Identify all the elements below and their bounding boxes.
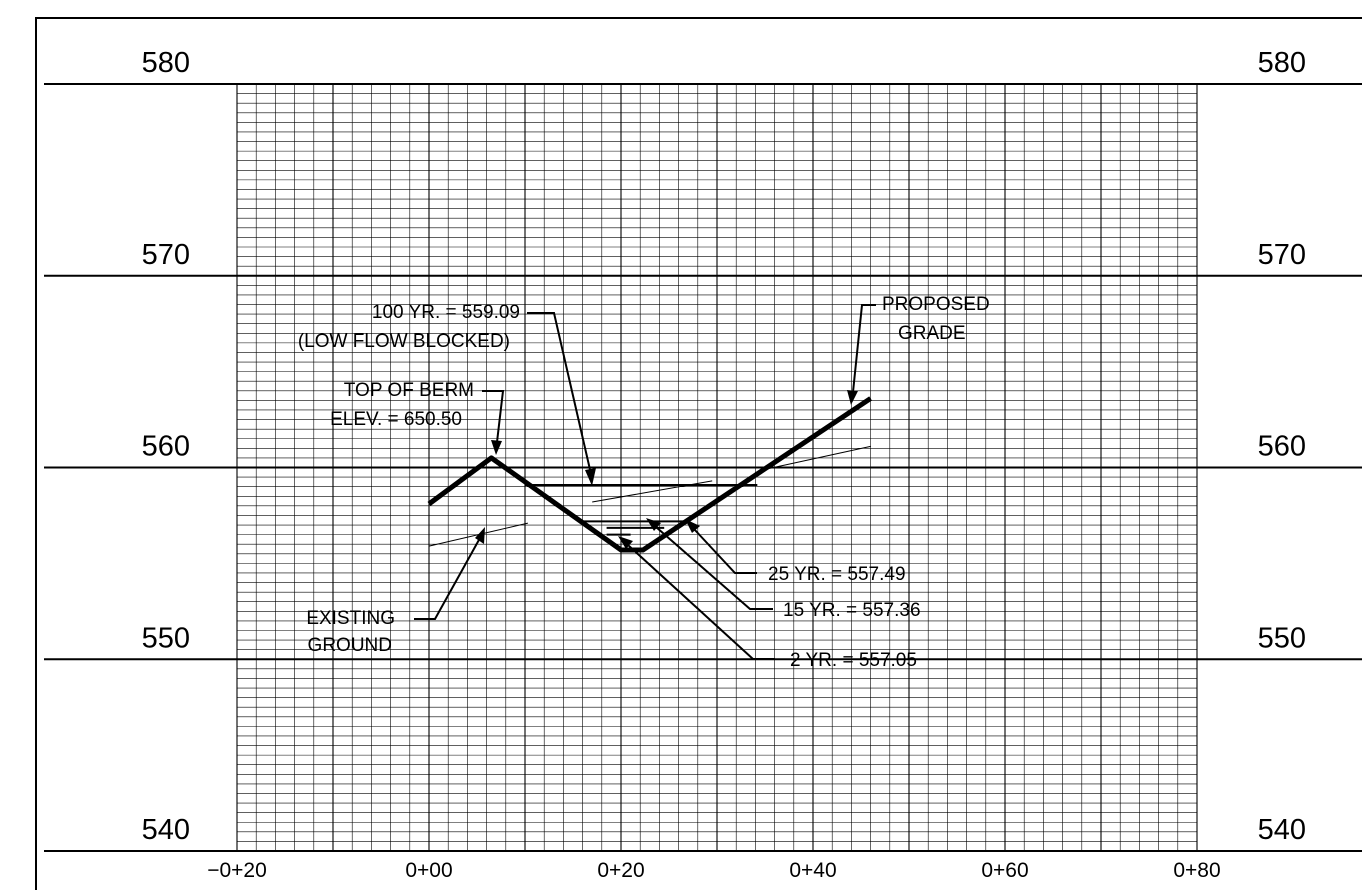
profile-lines bbox=[427, 396, 872, 553]
note-existing-ground-line1: EXISTING bbox=[306, 608, 395, 629]
arrow-existing-ground bbox=[475, 527, 485, 544]
elevation-label-left: 570 bbox=[142, 239, 190, 271]
station-label: 0+40 bbox=[789, 859, 836, 882]
elevation-label-right: 550 bbox=[1258, 622, 1306, 654]
arrow-100yr bbox=[585, 468, 596, 486]
leader-25yr bbox=[693, 528, 757, 574]
station-label: 0+20 bbox=[597, 859, 644, 882]
elevation-label-right: 540 bbox=[1258, 814, 1306, 846]
note-existing-ground-line2: GROUND bbox=[308, 635, 392, 656]
note-proposed-grade-line2: GRADE bbox=[898, 323, 966, 344]
note-100yr-line2: (LOW FLOW BLOCKED) bbox=[298, 331, 510, 352]
elevation-label-left: 580 bbox=[142, 47, 190, 79]
leader-top-of-berm bbox=[482, 390, 505, 443]
note-2yr: 2 YR. = 557.05 bbox=[790, 650, 917, 671]
arrow-top-of-berm bbox=[491, 440, 502, 455]
note-100yr-line1: 100 YR. = 559.09 bbox=[372, 302, 520, 323]
elevation-label-right: 560 bbox=[1258, 431, 1306, 463]
elevation-label-left: 550 bbox=[142, 622, 190, 654]
arrow-2yr bbox=[618, 536, 633, 549]
station-label: 0+60 bbox=[981, 859, 1028, 882]
sheet-border bbox=[35, 17, 1362, 890]
leader-2yr bbox=[627, 544, 775, 660]
leader-100yr bbox=[527, 312, 592, 475]
elevation-labels: 540 540 550 550 560 560 570 570 580 580 bbox=[142, 47, 1306, 846]
note-proposed-grade-line1: PROPOSED bbox=[882, 294, 990, 315]
elevation-label-left: 540 bbox=[142, 814, 190, 846]
note-25yr: 25 YR. = 557.49 bbox=[768, 564, 906, 585]
elevation-label-right: 570 bbox=[1258, 239, 1306, 271]
station-labels: −0+20 0+00 0+20 0+40 0+60 0+80 bbox=[207, 859, 1220, 882]
annotations: 100 YR. = 559.09 (LOW FLOW BLOCKED) TOP … bbox=[298, 294, 990, 671]
leader-existing-ground bbox=[414, 537, 481, 620]
existing-ground-line bbox=[592, 480, 713, 503]
arrow-proposed-grade bbox=[847, 390, 858, 405]
note-15yr: 15 YR. = 557.36 bbox=[783, 600, 921, 621]
station-label: 0+00 bbox=[405, 859, 452, 882]
station-label: −0+20 bbox=[207, 859, 267, 882]
note-top-of-berm-line1: TOP OF BERM bbox=[344, 380, 474, 401]
arrow-15yr bbox=[646, 518, 661, 531]
elevation-label-right: 580 bbox=[1258, 47, 1306, 79]
leader-15yr bbox=[655, 526, 773, 610]
water-surface-lines bbox=[525, 483, 758, 536]
elevation-lines bbox=[44, 83, 1362, 852]
elevation-label-left: 560 bbox=[142, 431, 190, 463]
leader-proposed-grade bbox=[852, 304, 876, 393]
existing-ground-line bbox=[764, 445, 871, 470]
station-label: 0+80 bbox=[1173, 859, 1220, 882]
arrow-25yr bbox=[685, 519, 700, 533]
note-top-of-berm-line2: ELEV. = 650.50 bbox=[330, 409, 462, 430]
leader-lines bbox=[414, 304, 876, 660]
proposed-grade-line bbox=[427, 396, 872, 553]
